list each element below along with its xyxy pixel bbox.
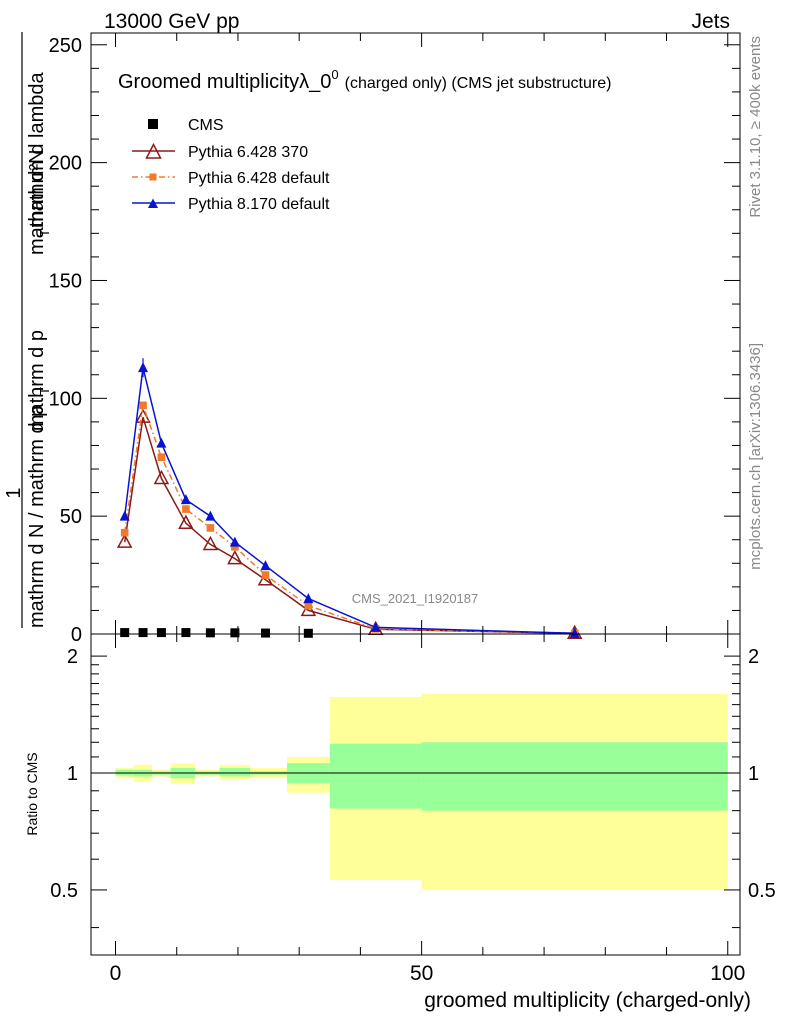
point-cms-6 — [260, 628, 270, 638]
point-pythia6-default-5 — [231, 542, 239, 551]
legend-label-pythia6-370: Pythia 6.428 370 — [188, 144, 308, 161]
point-cms-7 — [303, 628, 313, 638]
point-pythia8-default-6 — [260, 560, 271, 571]
point-pythia6-370-5 — [227, 550, 243, 565]
plot-title-superscript: 0 — [331, 67, 338, 82]
main-y-axis-label: 1 mathrm d N / mathrm d p T mathrm d²N m… — [3, 72, 52, 628]
point-pythia6-default-4 — [206, 524, 215, 532]
x-tick-label-100: 100 — [710, 962, 745, 985]
ratio-y-tick-label-right-0.5: 0.5 — [748, 880, 776, 902]
ratio-y-tick-label-right-2: 2 — [748, 646, 759, 668]
point-pythia6-default-2 — [157, 453, 166, 462]
main-y-tick-label-0: 0 — [71, 624, 82, 646]
point-pythia6-370-3 — [178, 514, 194, 529]
ratio-y-axis-label: Ratio to CMS — [24, 752, 40, 835]
ylabel-numerator-sub: T — [37, 229, 52, 237]
main-y-tick-label-150: 150 — [49, 270, 82, 292]
ratio-uncertainty-bands — [91, 693, 740, 890]
plot-title: Groomed multiplicityλ_00 (charged only) (… — [118, 67, 611, 93]
ratio-band-inner-9 — [421, 742, 728, 811]
energy-label: 13000 GeV pp — [104, 10, 239, 33]
point-pythia8-default-9 — [569, 627, 580, 638]
ratio-band-inner-5 — [219, 768, 251, 777]
point-pythia6-370-0 — [116, 533, 133, 548]
point-pythia8-default-0 — [119, 510, 130, 521]
point-pythia8-default-1 — [138, 362, 149, 373]
point-pythia8-default-7 — [303, 593, 314, 604]
ylabel-denominator-sub: T — [37, 387, 52, 395]
series-line-pythia6-default — [123, 405, 575, 635]
point-pythia8-default-4 — [205, 510, 216, 521]
point-cms-3 — [181, 628, 191, 638]
legend-marker-pythia6-370 — [145, 142, 162, 159]
main-y-tick-label-50: 50 — [60, 506, 82, 528]
point-pythia8-default-5 — [229, 536, 240, 547]
legend-marker-cms — [148, 119, 158, 129]
legend-label-pythia8-default: Pythia 8.170 default — [188, 196, 330, 213]
ratio-y-tick-label-left-0.5: 0.5 — [50, 880, 78, 902]
point-cms-2 — [156, 628, 166, 638]
plot-title-main: Groomed multiplicityλ_0 — [118, 71, 331, 93]
x-tick-label-0: 0 — [110, 962, 122, 985]
ratio-y-tick-label-left-2: 2 — [67, 646, 78, 668]
legend-label-pythia6-default: Pythia 6.428 default — [188, 170, 330, 187]
x-tick-label-50: 50 — [410, 962, 433, 985]
ylabel-numerator-one: 1 — [3, 487, 25, 498]
point-pythia6-default-7 — [304, 601, 313, 610]
ratio-y-tick-label-left-1: 1 — [67, 763, 78, 785]
ratio-band-inner-8 — [329, 743, 422, 809]
main-y-tick-label-100: 100 — [49, 388, 82, 410]
x-axis-label: groomed multiplicity (charged-only) — [424, 989, 751, 1012]
legend: CMS Pythia 6.428 370 Pythia 6.428 defaul… — [132, 117, 330, 213]
point-pythia8-default-8 — [370, 621, 381, 632]
series-layer — [116, 358, 583, 640]
point-pythia6-default-1 — [139, 401, 147, 410]
point-cms-1 — [138, 628, 148, 638]
ylabel-numerator-mid: mathrm d p — [26, 330, 48, 431]
point-pythia6-370-4 — [202, 535, 219, 551]
point-pythia6-default-0 — [120, 528, 129, 537]
main-y-tick-label-200: 200 — [49, 153, 82, 175]
ylabel-numerator-end: mathrm d lambda — [26, 72, 48, 228]
ylabel-numerator: mathrm d²N — [26, 149, 48, 255]
rivet-version-label: Rivet 3.1.10, ≥ 400k events — [747, 36, 764, 218]
point-pythia6-370-2 — [153, 469, 170, 485]
legend-label-cms: CMS — [188, 117, 224, 134]
analysis-watermark: CMS_2021_I1920187 — [352, 591, 479, 606]
ratio-plot-frame — [90, 633, 741, 956]
point-pythia8-default-3 — [180, 494, 191, 505]
point-pythia6-default-3 — [182, 505, 190, 513]
point-pythia6-default-6 — [261, 571, 270, 579]
series-line-pythia6-370 — [123, 416, 575, 635]
ylabel-denominator: mathrm d N / mathrm d p — [26, 406, 48, 628]
axes-layer: 0 50 100 0 50 100 150 200 250 0.5 0.5 1 1 2 2 — [49, 32, 776, 985]
legend-marker-pythia6-default — [149, 173, 157, 181]
point-cms-4 — [205, 628, 215, 638]
mcplots-label: mcplots.cern.ch [arXiv:1306.3436] — [747, 343, 764, 570]
category-label: Jets — [691, 10, 730, 33]
main-y-tick-label-250: 250 — [49, 35, 82, 57]
point-cms-0 — [120, 628, 130, 638]
series-line-pythia8-default — [123, 367, 575, 635]
ratio-y-tick-label-right-1: 1 — [748, 763, 759, 785]
point-cms-5 — [230, 628, 240, 638]
plot-title-rest: (charged only) (CMS jet substructure) — [345, 75, 612, 92]
legend-marker-pythia8-default — [148, 198, 158, 208]
point-pythia8-default-2 — [156, 437, 167, 448]
